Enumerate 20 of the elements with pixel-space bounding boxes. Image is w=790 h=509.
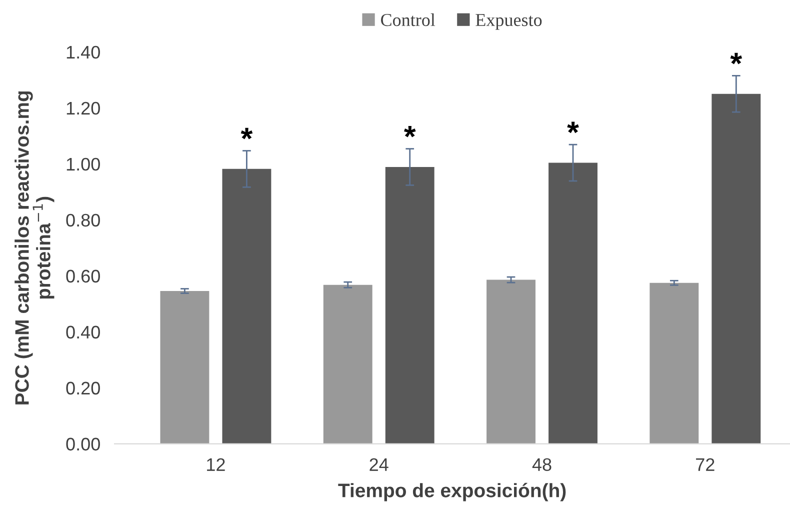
annotation: * (240, 128, 253, 140)
y-axis-title: PCC (mM carbonilos reactivos.mg proteina$^{−1}$) (14, 91, 54, 404)
y-tick-label: 1.20 (66, 102, 100, 115)
annotation: * (404, 126, 416, 138)
x-tick-label: 12 (207, 458, 225, 471)
legend-label: Expuesto (476, 14, 542, 30)
x-tick-label: 24 (370, 458, 388, 471)
y-tick-label: 0.60 (66, 270, 100, 283)
annotation: * (730, 52, 742, 64)
y-tick-label: 0.40 (66, 326, 100, 339)
y-tick-label: 1.00 (66, 158, 100, 171)
annotation: * (567, 122, 579, 134)
x-tick-label: 48 (532, 458, 552, 471)
y-tick-label: 1.40 (66, 46, 100, 59)
y-tick-label: 0.20 (66, 382, 100, 395)
x-tick-label: 72 (696, 458, 714, 471)
x-axis-title: Tiempo de exposición(h) (338, 482, 566, 502)
y-tick-label: 0.80 (66, 214, 100, 227)
y-tick-label: 0.00 (66, 438, 100, 451)
legend-label: Control (381, 13, 436, 26)
